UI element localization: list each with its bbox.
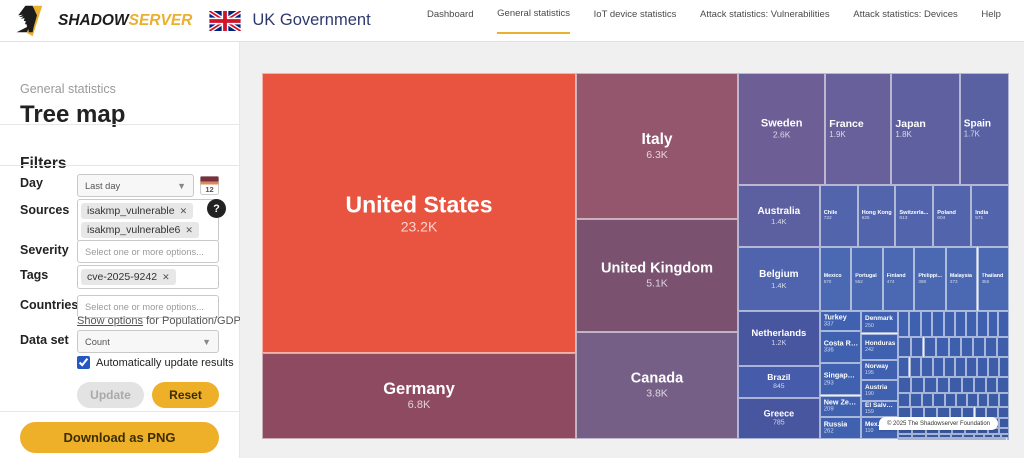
svg-text:12: 12 (205, 185, 213, 194)
